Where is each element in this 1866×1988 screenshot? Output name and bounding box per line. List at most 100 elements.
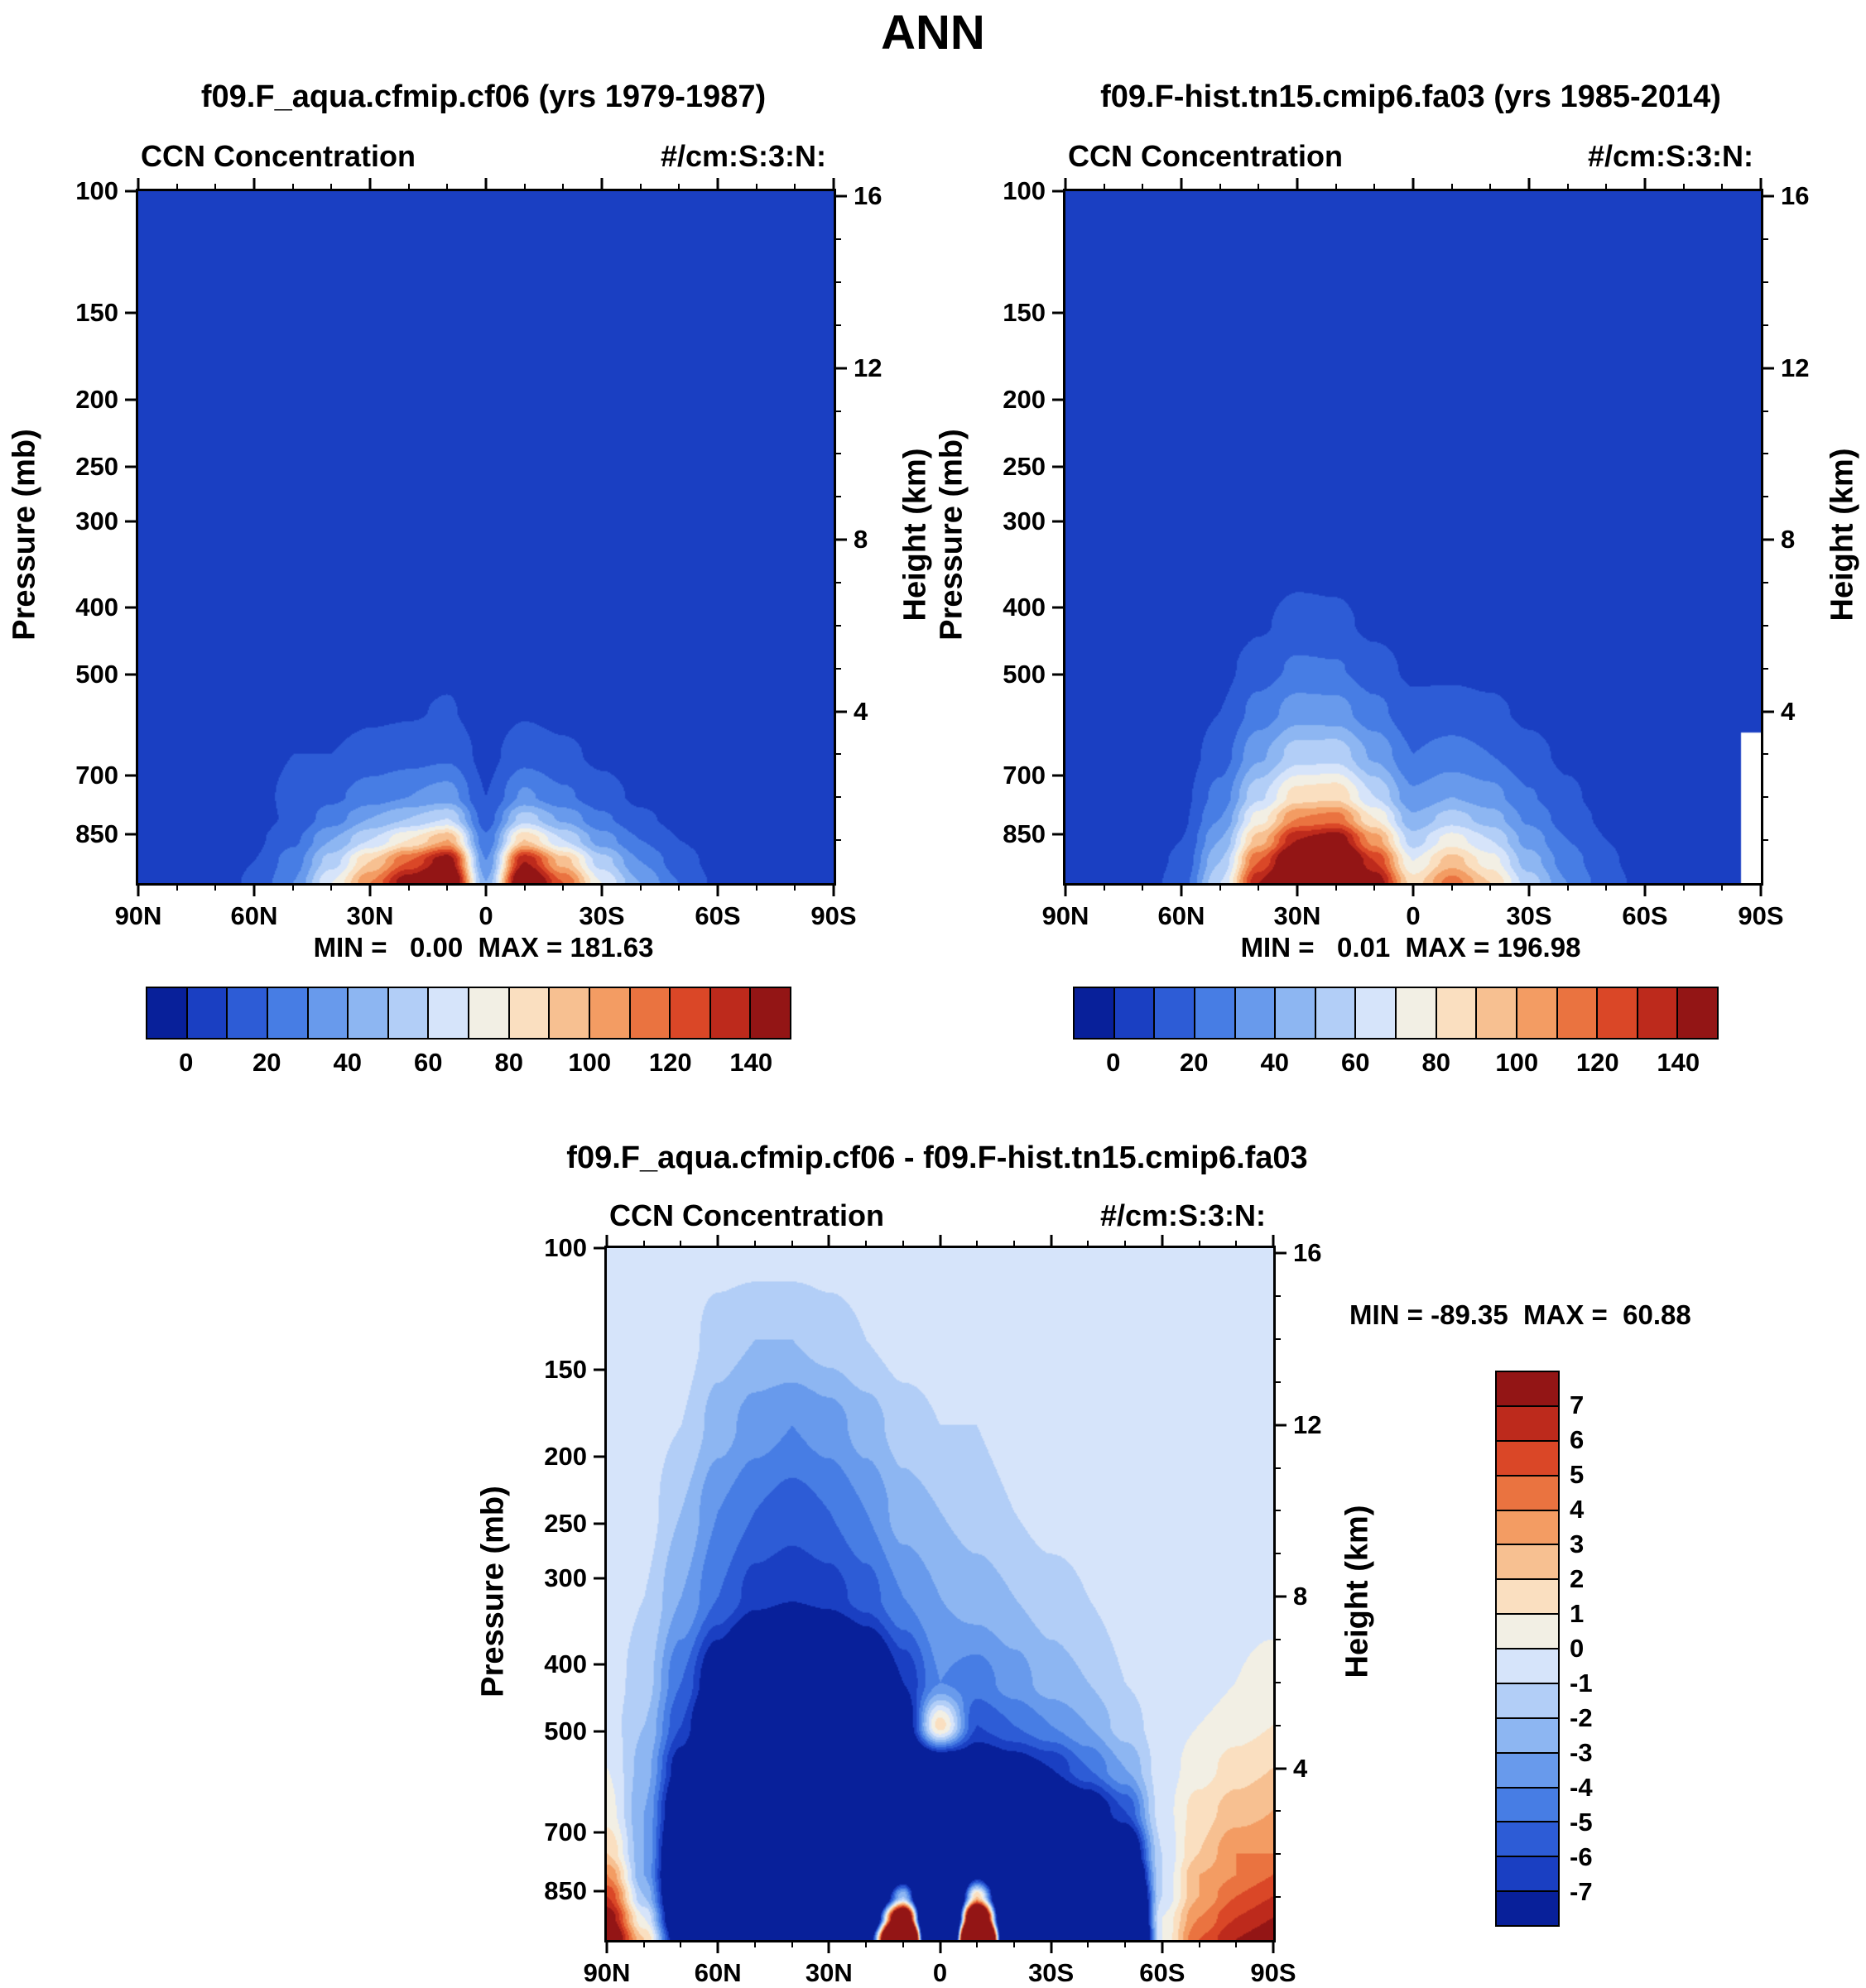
colorbar-box bbox=[1234, 987, 1277, 1040]
subheader-hist: CCN Concentration #/cm:S:3:N: bbox=[1068, 139, 1753, 174]
lat-minor-tick bbox=[446, 883, 449, 891]
pressure-tick-label: 100 bbox=[75, 176, 118, 205]
pressure-axis-title: Pressure (mb) bbox=[934, 429, 969, 641]
height-minor-tick bbox=[1273, 1337, 1281, 1340]
lat-tick-label: 0 bbox=[1406, 901, 1421, 930]
lat-tick-top bbox=[1412, 178, 1415, 191]
colorbar-tick-label: 120 bbox=[648, 1048, 692, 1077]
lat-tick-top bbox=[1643, 178, 1647, 191]
pressure-tick bbox=[1052, 774, 1065, 777]
lat-tick-label: 30S bbox=[1506, 901, 1552, 930]
height-tick-label: 8 bbox=[1293, 1582, 1308, 1611]
pressure-tick-label: 200 bbox=[1003, 384, 1046, 414]
height-tick bbox=[834, 194, 847, 198]
lat-minor-tick-top bbox=[791, 1241, 793, 1248]
lat-tick bbox=[484, 883, 488, 896]
lat-minor-tick bbox=[791, 1940, 793, 1947]
height-minor-tick bbox=[834, 839, 841, 842]
minmax-label-aqua: MIN = 0.00 MAX = 181.63 bbox=[313, 932, 654, 963]
height-tick bbox=[1761, 538, 1774, 541]
contour-plot-hist: 100 150 200 250 300 400 500 700 850 16 12 8 4 90N 60N 3… bbox=[1003, 176, 1809, 930]
height-minor-tick bbox=[1273, 1295, 1281, 1298]
pressure-tick bbox=[125, 833, 138, 836]
pressure-tick bbox=[594, 1890, 607, 1893]
colorbar-box bbox=[1495, 1613, 1560, 1649]
pressure-tick bbox=[1052, 833, 1065, 836]
panel-title-diff: f09.F_aqua.cfmip.cf06 - f09.F-hist.tn15.… bbox=[566, 1140, 1308, 1175]
height-tick-label: 16 bbox=[854, 181, 883, 211]
height-axis-title: Height (km) bbox=[1339, 1505, 1375, 1678]
height-tick bbox=[1273, 1595, 1286, 1598]
height-minor-tick bbox=[834, 238, 841, 241]
lat-minor-tick-top bbox=[1373, 184, 1376, 191]
height-axis-title: Height (km) bbox=[1825, 448, 1860, 622]
pressure-tick-label: 850 bbox=[75, 819, 118, 848]
height-tick bbox=[1761, 367, 1774, 370]
pressure-tick-label: 200 bbox=[75, 384, 118, 414]
height-minor-tick bbox=[834, 753, 841, 756]
lat-tick-label: 60S bbox=[695, 901, 741, 930]
pressure-tick bbox=[125, 465, 138, 468]
lat-minor-tick-top bbox=[1721, 184, 1724, 191]
lat-minor-tick bbox=[1142, 883, 1144, 891]
lat-minor-tick-top bbox=[755, 184, 757, 191]
lat-tick-top bbox=[605, 1235, 608, 1248]
height-minor-tick bbox=[1761, 324, 1768, 326]
lat-tick-label: 60N bbox=[694, 1958, 742, 1987]
lat-minor-tick-top bbox=[678, 184, 681, 191]
colorbar-box bbox=[709, 987, 752, 1040]
lat-tick-label: 90N bbox=[114, 901, 162, 930]
lat-tick bbox=[1161, 1940, 1164, 1953]
colorbar-box bbox=[1193, 987, 1236, 1040]
height-minor-tick bbox=[834, 581, 841, 583]
colorbar-box bbox=[347, 987, 389, 1040]
height-minor-tick bbox=[1273, 1853, 1281, 1856]
pressure-tick bbox=[594, 1368, 607, 1371]
colorbar-box bbox=[1495, 1682, 1560, 1719]
colorbar-box bbox=[306, 987, 349, 1040]
pressure-tick-label: 500 bbox=[1003, 660, 1046, 689]
pressure-tick bbox=[1052, 398, 1065, 401]
lat-tick bbox=[832, 883, 835, 896]
lat-minor-tick bbox=[1124, 1940, 1127, 1947]
panel-title-aqua: f09.F_aqua.cfmip.cf06 (yrs 1979-1987) bbox=[200, 79, 767, 114]
pressure-tick bbox=[125, 190, 138, 193]
lat-minor-tick bbox=[330, 883, 333, 891]
lat-tick-top bbox=[716, 1235, 719, 1248]
lat-tick-top bbox=[1050, 1235, 1053, 1248]
pressure-tick bbox=[125, 606, 138, 609]
height-minor-tick bbox=[1761, 453, 1768, 455]
height-tick-label: 4 bbox=[1781, 696, 1796, 726]
pressure-tick bbox=[125, 673, 138, 676]
height-tick bbox=[1273, 1424, 1286, 1427]
lat-tick bbox=[600, 883, 604, 896]
colorbar-hist: 0 20 40 60 80 100 120 140 bbox=[1073, 987, 1719, 1077]
colorbar-box bbox=[1475, 987, 1517, 1040]
lat-tick bbox=[1050, 1940, 1053, 1953]
lat-minor-tick bbox=[1489, 883, 1492, 891]
pressure-tick bbox=[594, 1663, 607, 1666]
lat-minor-tick-top bbox=[1682, 184, 1685, 191]
colorbar-box bbox=[1676, 987, 1719, 1040]
pressure-tick-label: 150 bbox=[544, 1355, 587, 1385]
colorbar-tick-label: 140 bbox=[729, 1048, 773, 1077]
pressure-tick bbox=[594, 1831, 607, 1834]
colorbar-tick-label: 40 bbox=[333, 1048, 362, 1077]
lat-tick-top bbox=[1296, 178, 1299, 191]
colorbar-box bbox=[749, 987, 791, 1040]
pressure-tick-label: 300 bbox=[1003, 506, 1046, 535]
pressure-tick-label: 850 bbox=[1003, 819, 1046, 848]
lat-tick bbox=[137, 883, 140, 896]
lat-minor-tick bbox=[523, 883, 526, 891]
pressure-tick-label: 150 bbox=[1003, 298, 1046, 328]
field-label: CCN Concentration bbox=[141, 139, 416, 173]
lat-minor-tick-top bbox=[1335, 184, 1337, 191]
lat-tick-top bbox=[1527, 178, 1531, 191]
colorbar-box bbox=[1495, 1578, 1560, 1616]
pressure-tick-label: 100 bbox=[544, 1233, 587, 1262]
lat-tick bbox=[1759, 883, 1763, 896]
pressure-tick-label: 200 bbox=[544, 1441, 587, 1471]
lat-minor-tick bbox=[1373, 883, 1376, 891]
lat-tick bbox=[827, 1940, 830, 1953]
